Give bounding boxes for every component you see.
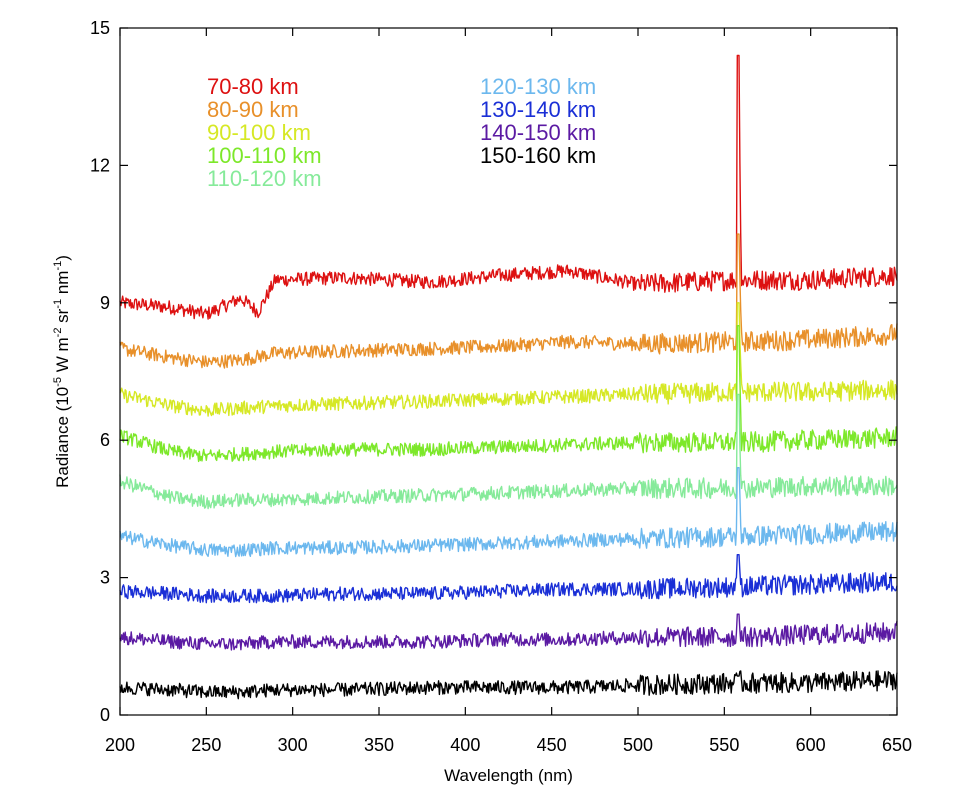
x-tick-label-400: 400	[450, 735, 480, 755]
legend-item-3: 90-100 km	[207, 120, 311, 145]
y-tick-label-9: 9	[100, 293, 110, 313]
x-tick-label-600: 600	[796, 735, 826, 755]
x-tick-label-200: 200	[105, 735, 135, 755]
legend-item-2: 80-90 km	[207, 97, 299, 122]
legend-item-9: 150-160 km	[480, 143, 596, 168]
x-tick-label-650: 650	[882, 735, 912, 755]
x-tick-label-300: 300	[278, 735, 308, 755]
series-line-2	[119, 233, 898, 369]
series-line-4	[119, 325, 898, 463]
legend-item-7: 130-140 km	[480, 97, 596, 122]
y-axis-title-part-1: Radiance (10	[53, 387, 72, 488]
legend-item-8: 140-150 km	[480, 120, 596, 145]
x-tick-label-500: 500	[623, 735, 653, 755]
series-line-6	[119, 467, 898, 558]
y-axis-title-part-4: -2	[52, 328, 64, 338]
plot-frame	[119, 27, 898, 716]
series-line-8	[119, 613, 898, 651]
y-axis-title-part-2: -5	[52, 377, 64, 387]
series-layer	[119, 54, 898, 700]
x-tick-label-550: 550	[709, 735, 739, 755]
series-line-5	[119, 393, 898, 510]
y-axis-title-part-5: sr	[53, 308, 72, 327]
y-axis-title-part-9: )	[53, 255, 72, 261]
y-tick-label-0: 0	[100, 705, 110, 725]
legend-item-5: 110-120 km	[207, 166, 322, 191]
y-tick-label-15: 15	[90, 18, 110, 38]
y-axis-title-part-7: nm	[53, 271, 72, 299]
y-axis-title-part-6: -1	[52, 299, 64, 309]
x-axis-title: Wavelength (nm)	[444, 766, 573, 785]
y-tick-label-3: 3	[100, 568, 110, 588]
y-tick-label-12: 12	[90, 155, 110, 175]
y-tick-label-6: 6	[100, 430, 110, 450]
y-axis-title: Radiance (10-5 W m-2 sr-1 nm-1)	[52, 255, 72, 488]
ticks-layer	[119, 27, 898, 716]
tick-labels-layer: 200 250 300 350 400 450 500 550 600 650 0 3 6 9 12 15	[90, 18, 912, 755]
series-line-1	[119, 54, 898, 320]
legend-item-4: 100-110 km	[207, 143, 322, 168]
legend-item-1: 70-80 km	[207, 74, 299, 99]
x-tick-label-450: 450	[537, 735, 567, 755]
x-tick-label-250: 250	[191, 735, 221, 755]
x-tick-label-350: 350	[364, 735, 394, 755]
legend-item-6: 120-130 km	[480, 74, 596, 99]
series-line-7	[119, 554, 898, 604]
series-line-9	[119, 670, 898, 700]
y-axis-title-part-8: -1	[52, 261, 64, 271]
series-line-3	[119, 302, 898, 417]
y-axis-title-part-3: W m	[53, 337, 72, 377]
